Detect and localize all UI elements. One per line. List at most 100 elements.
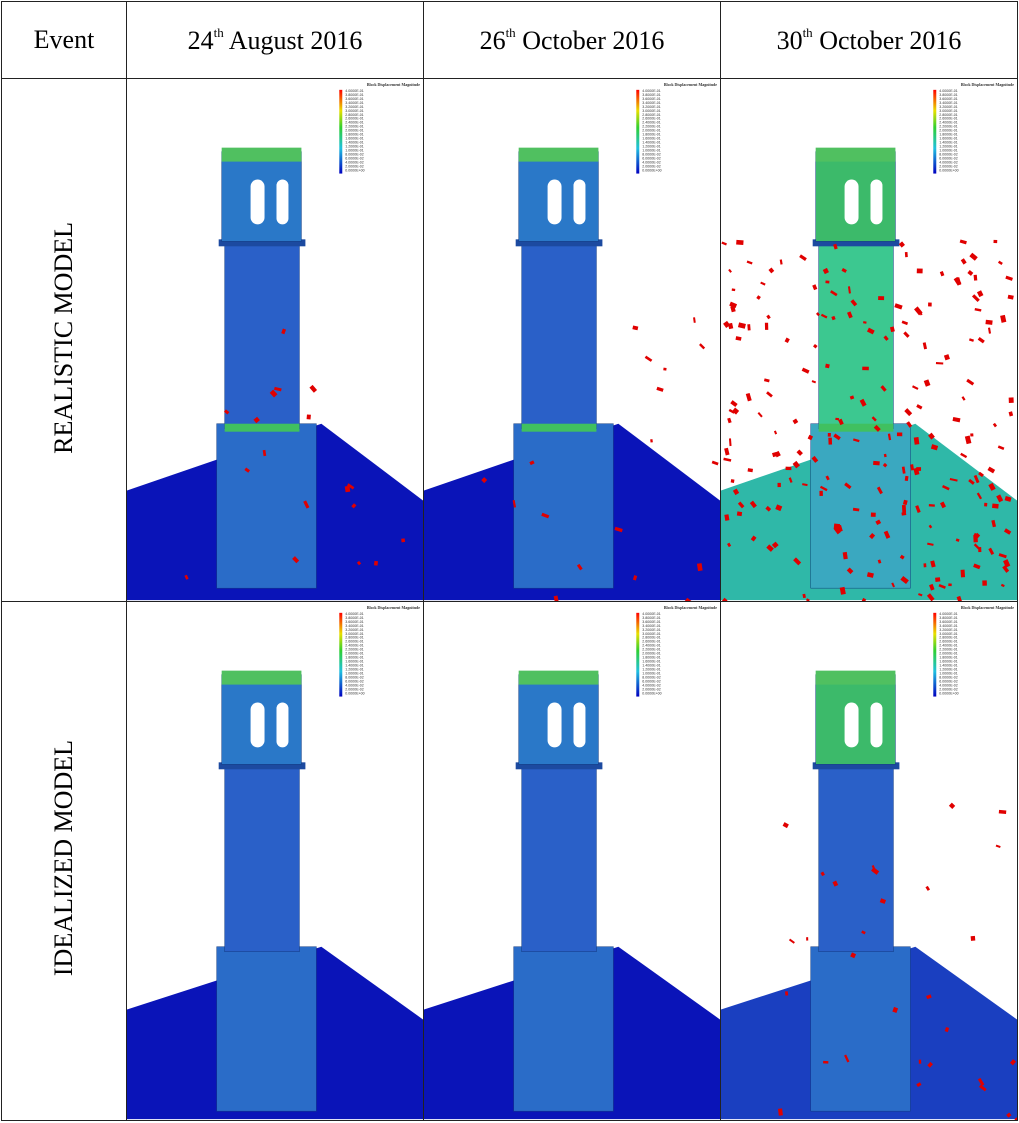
debris <box>823 1061 828 1064</box>
date-day: 24 <box>188 26 214 55</box>
debris <box>760 282 765 286</box>
debris <box>917 268 923 273</box>
debris <box>307 414 311 419</box>
debris <box>925 886 930 891</box>
debris <box>785 991 788 995</box>
header-cell: Event <box>2 2 127 79</box>
image-cell: Block Displacement Magnitude4.0000E-013.… <box>721 602 1018 1121</box>
tower-shaft <box>522 244 597 428</box>
debris <box>904 408 912 416</box>
debris <box>916 404 922 409</box>
date-text: October 2016 <box>522 26 664 55</box>
crack-band <box>225 424 300 432</box>
debris <box>746 393 752 401</box>
belfry-top <box>222 148 302 162</box>
image-cell: Block Displacement Magnitude4.0000E-013.… <box>127 79 424 602</box>
debris <box>978 337 985 343</box>
belfry-opening <box>573 703 585 748</box>
date-suffix: th <box>214 25 224 40</box>
legend-label: 0.0000E+00 <box>939 169 958 173</box>
tower-base <box>217 424 317 588</box>
belfry-top <box>816 671 896 685</box>
belfry-top <box>519 148 599 162</box>
debris <box>987 467 995 474</box>
debris <box>966 379 974 386</box>
belfry-top <box>816 148 896 162</box>
date-suffix: th <box>803 25 813 40</box>
tower-image: Block Displacement Magnitude4.0000E-013.… <box>127 602 423 1120</box>
debris <box>786 467 792 471</box>
debris <box>799 254 807 261</box>
debris <box>813 344 818 349</box>
header-cell: 30th October 2016 <box>721 2 1018 79</box>
debris <box>793 419 799 425</box>
tower-base <box>811 947 911 1111</box>
debris <box>730 400 737 407</box>
debris <box>999 810 1007 814</box>
debris <box>765 323 768 330</box>
header-cell: 26th October 2016 <box>424 2 721 79</box>
debris <box>1005 276 1013 281</box>
debris <box>894 303 902 309</box>
belfry-opening <box>845 703 859 748</box>
debris <box>960 239 967 244</box>
debris <box>905 252 908 257</box>
debris <box>862 367 869 371</box>
tower-base <box>514 424 614 588</box>
debris <box>802 368 810 374</box>
colorbar <box>339 90 342 174</box>
debris <box>806 937 808 940</box>
debris <box>992 503 999 508</box>
belfry-top <box>222 671 302 685</box>
debris <box>871 513 876 517</box>
debris <box>974 275 978 281</box>
debris <box>712 461 719 466</box>
tower-shaft <box>225 244 300 428</box>
belfry-opening <box>276 180 288 225</box>
image-cell: Block Displacement Magnitude4.0000E-013.… <box>424 602 721 1121</box>
legend-label: 0.0000E+00 <box>642 169 661 173</box>
colorbar <box>933 90 936 174</box>
debris <box>940 271 945 276</box>
debris <box>993 423 997 427</box>
tower-image: Block Displacement Magnitude4.0000E-013.… <box>424 602 720 1120</box>
belfry-opening <box>251 703 265 748</box>
crack-band <box>522 424 597 432</box>
debris <box>923 342 927 349</box>
debris <box>953 417 961 422</box>
legend-label: 0.0000E+00 <box>939 692 958 696</box>
debris <box>737 511 742 516</box>
tower-image: Block Displacement Magnitude4.0000E-013.… <box>721 602 1017 1120</box>
debris <box>873 461 880 465</box>
belfry-opening <box>845 180 859 225</box>
debris <box>1000 315 1006 323</box>
debris <box>728 323 733 329</box>
debris <box>965 436 972 445</box>
debris <box>748 468 753 472</box>
debris <box>699 343 705 349</box>
date-day: 30 <box>777 26 803 55</box>
date-day: 26 <box>480 26 506 55</box>
tower-image: Block Displacement Magnitude4.0000E-013.… <box>127 79 423 601</box>
debris <box>780 259 783 264</box>
debris <box>899 241 905 247</box>
belfry-opening <box>870 703 882 748</box>
debris <box>732 288 736 291</box>
result-table: Event 24th August 2016 26th October 2016… <box>1 1 1018 1121</box>
debris <box>766 315 770 320</box>
date-suffix: th <box>506 25 516 40</box>
tower-shaft <box>819 244 894 428</box>
debris <box>374 561 378 566</box>
debris <box>728 269 732 273</box>
tower-base <box>217 947 317 1111</box>
debris <box>819 491 822 496</box>
header-event: Event <box>34 25 95 54</box>
debris <box>747 324 750 330</box>
debris <box>825 364 830 369</box>
debris <box>777 483 780 487</box>
belfry-opening <box>548 703 562 748</box>
legend-label: 0.0000E+00 <box>345 692 364 696</box>
row-label-cell: IDEALIZED MODEL <box>2 602 127 1121</box>
debris <box>650 439 653 442</box>
